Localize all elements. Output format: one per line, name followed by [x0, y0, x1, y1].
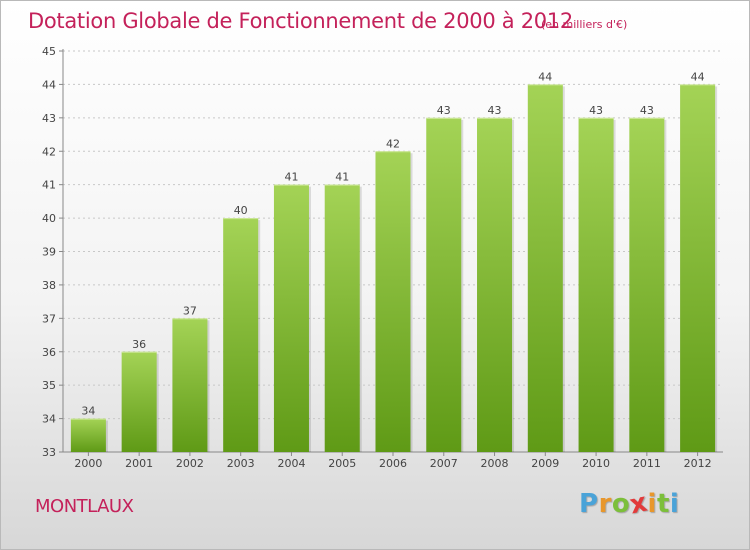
commune-name: MONTLAUX: [35, 496, 134, 517]
x-tick-label: 2007: [430, 457, 458, 470]
bar: [629, 117, 665, 452]
x-tick-label: 2003: [227, 457, 255, 470]
y-tick-label: 33: [42, 446, 56, 459]
bar: [426, 117, 462, 452]
y-tick-label: 40: [42, 212, 56, 225]
bar: [70, 418, 106, 452]
y-tick-label: 38: [42, 279, 56, 292]
y-tick-label: 42: [42, 145, 56, 158]
data-label: 41: [335, 171, 349, 184]
bar: [477, 117, 513, 452]
x-tick-label: 2012: [684, 457, 712, 470]
chart-title: Dotation Globale de Fonctionnement de 20…: [28, 9, 573, 33]
y-tick-label: 41: [42, 179, 56, 192]
x-tick-label: 2010: [582, 457, 610, 470]
logo-letter: i: [647, 489, 657, 519]
x-tick-label: 2002: [176, 457, 204, 470]
data-label: 40: [234, 204, 248, 217]
data-label: 36: [132, 338, 146, 351]
bar: [324, 184, 360, 452]
bar: [578, 117, 614, 452]
bar: [680, 84, 716, 453]
y-tick-label: 45: [42, 45, 56, 58]
bar: [527, 84, 563, 453]
y-tick-label: 43: [42, 112, 56, 125]
bar: [273, 184, 309, 452]
data-label: 41: [284, 171, 298, 184]
logo-letter: t: [656, 489, 670, 519]
data-label: 44: [538, 70, 552, 83]
x-tick-label: 2009: [531, 457, 559, 470]
y-tick-label: 36: [42, 346, 56, 359]
data-label: 44: [691, 70, 705, 83]
chart-unit-label: (en milliers d'€): [541, 18, 628, 31]
x-tick-label: 2006: [379, 457, 407, 470]
x-tick-label: 2000: [74, 457, 102, 470]
bar: [121, 351, 157, 452]
proxiti-logo: Proxiti: [579, 488, 680, 521]
data-label: 37: [183, 304, 197, 317]
y-tick-label: 35: [42, 379, 56, 392]
x-tick-label: 2011: [633, 457, 661, 470]
y-tick-label: 37: [42, 312, 56, 325]
data-label: 34: [81, 405, 95, 418]
data-label: 43: [589, 104, 603, 117]
labels: 33 34 35 36 37 38 39 40 41 42 43 44 45 34 2000 36 2001 37…: [42, 45, 712, 470]
data-label: 43: [437, 104, 451, 117]
x-tick-label: 2008: [481, 457, 509, 470]
x-tick-label: 2004: [277, 457, 305, 470]
data-label: 43: [640, 104, 654, 117]
y-tick-label: 34: [42, 413, 56, 426]
bars: [70, 84, 718, 453]
x-tick-label: 2005: [328, 457, 356, 470]
bar: [172, 318, 208, 452]
logo-letter: o: [611, 489, 631, 519]
logo-letter: r: [598, 489, 612, 519]
logo-letter: P: [579, 489, 599, 519]
y-tick-label: 44: [42, 78, 56, 91]
bar: [223, 218, 259, 452]
data-label: 42: [386, 137, 400, 150]
y-tick-label: 39: [42, 246, 56, 259]
data-label: 43: [488, 104, 502, 117]
logo-letter: i: [669, 489, 680, 519]
bar: [375, 151, 411, 452]
x-tick-label: 2001: [125, 457, 153, 470]
